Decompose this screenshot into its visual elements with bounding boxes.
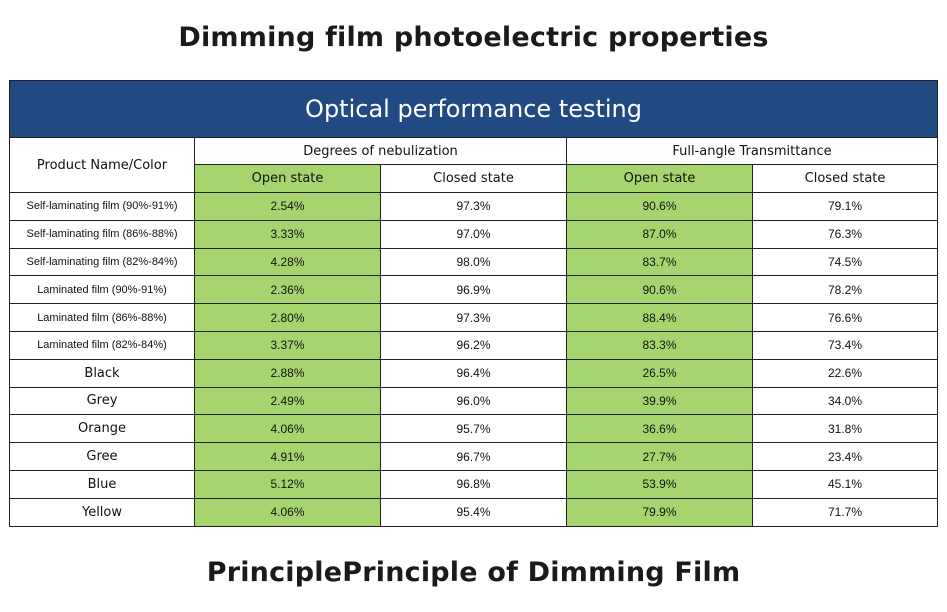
nebulization-closed-cell: 95.7% xyxy=(380,414,567,444)
optical-performance-table: Optical performance testing Product Name… xyxy=(8,80,939,527)
table-row: Gree 4.91% 96.7% 27.7% 23.4% xyxy=(9,442,939,471)
nebulization-closed-cell: 96.7% xyxy=(380,442,567,471)
nebulization-closed-cell: 97.0% xyxy=(380,219,567,249)
table-row: Yellow 4.06% 95.4% 79.9% 71.7% xyxy=(9,497,939,527)
nebulization-open-header: Open state xyxy=(194,164,381,193)
transmittance-closed-cell: 78.2% xyxy=(751,275,939,305)
transmittance-closed-cell: 76.3% xyxy=(751,219,939,249)
section-title: PrinciplePrinciple of Dimming Film xyxy=(206,557,741,588)
transmittance-closed-cell: 73.4% xyxy=(751,330,939,360)
nebulization-closed-cell: 96.8% xyxy=(380,469,567,499)
nebulization-open-cell: 2.88% xyxy=(194,358,381,388)
transmittance-header: Full-angle Transmittance xyxy=(565,137,939,165)
transmittance-open-cell: 53.9% xyxy=(566,469,753,499)
product-name-cell: Self-laminating film (86%-88%) xyxy=(9,219,195,249)
transmittance-open-cell: 83.3% xyxy=(566,330,753,360)
product-name-cell: Self-laminating film (90%-91%) xyxy=(9,192,195,221)
product-name-cell: Orange xyxy=(9,414,195,444)
transmittance-closed-cell: 31.8% xyxy=(751,414,939,444)
table-row: Blue 5.12% 96.8% 53.9% 45.1% xyxy=(9,469,939,499)
nebulization-open-cell: 2.49% xyxy=(194,386,381,416)
nebulization-open-cell: 4.06% xyxy=(194,497,381,527)
nebulization-closed-cell: 96.4% xyxy=(380,358,567,388)
transmittance-open-cell: 87.0% xyxy=(566,219,753,249)
transmittance-open-cell: 88.4% xyxy=(566,303,753,332)
nebulization-open-cell: 5.12% xyxy=(194,469,381,499)
transmittance-open-cell: 36.6% xyxy=(566,414,753,444)
nebulization-header: Degrees of nebulization xyxy=(194,137,567,165)
nebulization-open-cell: 3.37% xyxy=(194,330,381,360)
transmittance-closed-cell: 23.4% xyxy=(751,442,939,471)
nebulization-open-cell: 4.91% xyxy=(194,442,381,471)
table-row: Self-laminating film (82%-84%) 4.28% 98.0%… xyxy=(9,247,939,277)
table-row: Laminated film (90%-91%) 2.36% 96.9% 90.6% 7… xyxy=(9,275,939,305)
product-name-header: Product Name/Color xyxy=(9,137,195,193)
transmittance-closed-cell: 71.7% xyxy=(751,497,939,527)
nebulization-open-cell: 2.54% xyxy=(194,192,381,221)
transmittance-closed-header: Closed state xyxy=(751,164,939,193)
transmittance-open-cell: 79.9% xyxy=(566,497,753,527)
product-name-cell: Gree xyxy=(9,442,195,471)
transmittance-closed-cell: 34.0% xyxy=(751,386,939,416)
product-name-cell: Blue xyxy=(9,469,195,499)
table-banner: Optical performance testing xyxy=(8,80,939,138)
nebulization-closed-cell: 98.0% xyxy=(380,247,567,277)
nebulization-open-cell: 2.36% xyxy=(194,275,381,305)
table-row: Laminated film (82%-84%) 3.37% 96.2% 83.3% 7… xyxy=(9,330,939,360)
nebulization-closed-cell: 96.2% xyxy=(380,330,567,360)
transmittance-open-cell: 90.6% xyxy=(566,275,753,305)
nebulization-closed-cell: 97.3% xyxy=(380,303,567,332)
nebulization-open-cell: 4.28% xyxy=(194,247,381,277)
transmittance-open-cell: 39.9% xyxy=(566,386,753,416)
transmittance-closed-cell: 22.6% xyxy=(751,358,939,388)
table-row: Self-laminating film (90%-91%) 2.54% 97.3%… xyxy=(9,192,939,221)
transmittance-closed-cell: 76.6% xyxy=(751,303,939,332)
product-name-cell: Grey xyxy=(9,386,195,416)
transmittance-closed-cell: 74.5% xyxy=(751,247,939,277)
transmittance-open-header: Open state xyxy=(566,164,753,193)
nebulization-open-cell: 3.33% xyxy=(194,219,381,249)
product-name-cell: Laminated film (90%-91%) xyxy=(9,275,195,305)
table-row: Laminated film (86%-88%) 2.80% 97.3% 88.4% 7… xyxy=(9,303,939,332)
nebulization-open-cell: 2.80% xyxy=(194,303,381,332)
product-name-cell: Self-laminating film (82%-84%) xyxy=(9,247,195,277)
page-title: Dimming film photoelectric properties xyxy=(178,22,769,53)
nebulization-closed-header: Closed state xyxy=(380,164,567,193)
transmittance-open-cell: 90.6% xyxy=(566,192,753,221)
table-row: Black 2.88% 96.4% 26.5% 22.6% xyxy=(9,358,939,388)
nebulization-open-cell: 4.06% xyxy=(194,414,381,444)
table-row: Orange 4.06% 95.7% 36.6% 31.8% xyxy=(9,414,939,444)
transmittance-open-cell: 83.7% xyxy=(566,247,753,277)
nebulization-closed-cell: 96.9% xyxy=(380,275,567,305)
transmittance-open-cell: 26.5% xyxy=(566,358,753,388)
transmittance-open-cell: 27.7% xyxy=(566,442,753,471)
transmittance-closed-cell: 79.1% xyxy=(751,192,939,221)
product-name-cell: Laminated film (86%-88%) xyxy=(9,303,195,332)
nebulization-closed-cell: 96.0% xyxy=(380,386,567,416)
product-name-cell: Yellow xyxy=(9,497,195,527)
table-row: Grey 2.49% 96.0% 39.9% 34.0% xyxy=(9,386,939,416)
nebulization-closed-cell: 97.3% xyxy=(380,192,567,221)
transmittance-closed-cell: 45.1% xyxy=(751,469,939,499)
product-name-cell: Laminated film (82%-84%) xyxy=(9,330,195,360)
nebulization-closed-cell: 95.4% xyxy=(380,497,567,527)
product-name-cell: Black xyxy=(9,358,195,388)
data-table: Optical performance testing Product Name… xyxy=(8,80,939,527)
table-row: Self-laminating film (86%-88%) 3.33% 97.0%… xyxy=(9,219,939,249)
